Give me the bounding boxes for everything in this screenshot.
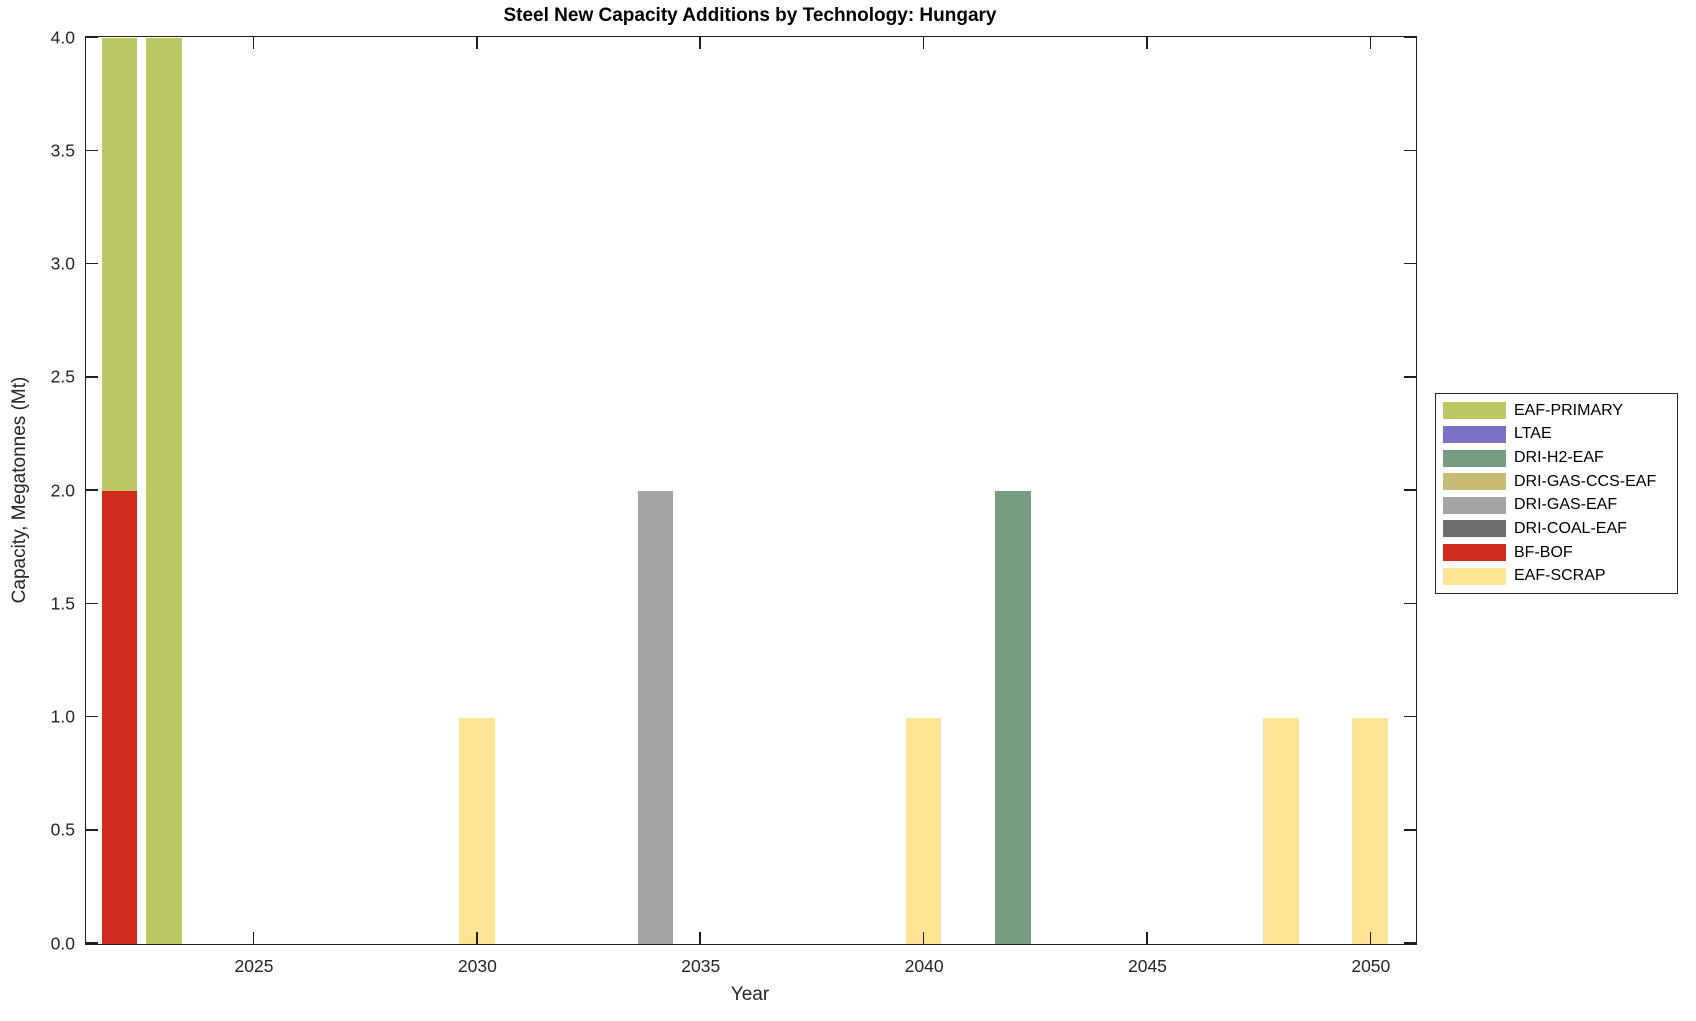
bar-segment-dri-gas-eaf (637, 491, 674, 944)
y-tick-mark (1404, 602, 1416, 604)
legend: EAF-PRIMARY LTAE DRI-H2-EAF DRI-GAS-CCS-EAF… (1435, 393, 1678, 594)
y-tick-label: 2.5 (50, 366, 75, 387)
x-tick-mark (699, 932, 701, 944)
x-tick-mark (476, 37, 478, 49)
y-tick-label: 0.5 (50, 819, 75, 840)
legend-swatch (1443, 567, 1506, 585)
legend-item-eaf-scrap: EAF-SCRAP (1443, 567, 1673, 585)
y-tick-mark (86, 149, 98, 151)
y-tick-mark (86, 36, 98, 38)
y-tick-mark (86, 489, 98, 491)
x-tick-mark (1369, 932, 1372, 944)
x-axis-label: Year (730, 984, 770, 1005)
chart-title: Steel New Capacity Additions by Technolo… (503, 5, 997, 26)
x-tick-mark (1146, 932, 1148, 944)
bar-segment-eaf-scrap (459, 717, 495, 944)
y-tick-label: 3.5 (50, 140, 75, 161)
x-tick-label: 2050 (1351, 956, 1391, 976)
bar-segment-eaf-scrap (1352, 717, 1389, 944)
y-tick-mark (86, 715, 98, 718)
legend-item-ltae: LTAE (1443, 425, 1673, 443)
legend-label: EAF-SCRAP (1514, 567, 1606, 585)
legend-item-dri-h2-eaf: DRI-H2-EAF (1443, 449, 1673, 467)
x-tick-label: 2035 (681, 956, 721, 976)
x-tick-mark (252, 932, 255, 944)
x-tick-label: 2030 (457, 956, 497, 976)
bar-segment-eaf-scrap (1263, 717, 1299, 944)
x-tick-mark (922, 37, 925, 49)
y-tick-mark (1404, 262, 1416, 265)
x-tick-label: 2045 (1127, 956, 1167, 976)
y-tick-mark (1404, 942, 1416, 944)
legend-item-dri-coal-eaf: DRI-COAL-EAF (1443, 520, 1673, 538)
y-tick-mark (86, 376, 98, 378)
legend-label: DRI-COAL-EAF (1514, 519, 1627, 537)
y-tick-label: 4.0 (50, 27, 75, 47)
legend-label: DRI-H2-EAF (1514, 449, 1604, 467)
legend-label: DRI-GAS-EAF (1514, 496, 1618, 514)
x-tick-mark (699, 37, 701, 49)
y-tick-mark (1404, 489, 1416, 491)
legend-item-dri-gas-ccs-eaf: DRI-GAS-CCS-EAF (1443, 473, 1673, 491)
legend-item-bf-bof: BF-BOF (1443, 544, 1673, 562)
y-tick-mark (1404, 149, 1416, 151)
bar-segment-eaf-primary (146, 38, 183, 944)
bar-segment-dri-h2-eaf (995, 491, 1031, 944)
legend-label: BF-BOF (1514, 543, 1573, 561)
x-tick-mark (252, 37, 255, 49)
legend-label: DRI-GAS-CCS-EAF (1514, 472, 1657, 490)
x-tick-label: 2040 (904, 956, 944, 976)
bar-segment-eaf-primary (101, 38, 138, 491)
y-tick-mark (86, 942, 98, 944)
legend-item-eaf-primary: EAF-PRIMARY (1443, 402, 1673, 420)
y-tick-mark (86, 262, 98, 265)
legend-swatch (1443, 425, 1506, 443)
y-tick-label: 0.0 (50, 933, 75, 953)
x-tick-label: 2025 (234, 956, 274, 976)
legend-swatch (1443, 449, 1506, 467)
y-tick-mark (1404, 715, 1416, 718)
legend-label: LTAE (1514, 425, 1552, 443)
legend-swatch (1443, 520, 1506, 538)
bar-segment-eaf-scrap (905, 717, 942, 944)
legend-swatch (1443, 544, 1506, 562)
y-tick-label: 1.5 (50, 593, 75, 614)
y-tick-mark (1404, 36, 1416, 38)
y-tick-label: 1.0 (50, 706, 75, 727)
bar-segment-bf-bof (101, 491, 138, 944)
x-tick-mark (1369, 37, 1372, 49)
x-tick-mark (476, 932, 478, 944)
legend-swatch (1443, 496, 1506, 514)
y-tick-label: 3.0 (50, 253, 75, 274)
y-tick-mark (1404, 829, 1416, 831)
legend-swatch (1443, 402, 1506, 420)
y-tick-mark (1404, 376, 1416, 378)
y-tick-mark (86, 602, 98, 604)
x-tick-mark (922, 932, 925, 944)
legend-item-dri-gas-eaf: DRI-GAS-EAF (1443, 496, 1673, 514)
y-tick-label: 2.0 (50, 480, 75, 500)
legend-label: EAF-PRIMARY (1514, 401, 1624, 419)
legend-swatch (1443, 473, 1506, 491)
y-tick-mark (86, 829, 98, 831)
plot-area (85, 36, 1417, 945)
x-tick-mark (1146, 37, 1148, 49)
